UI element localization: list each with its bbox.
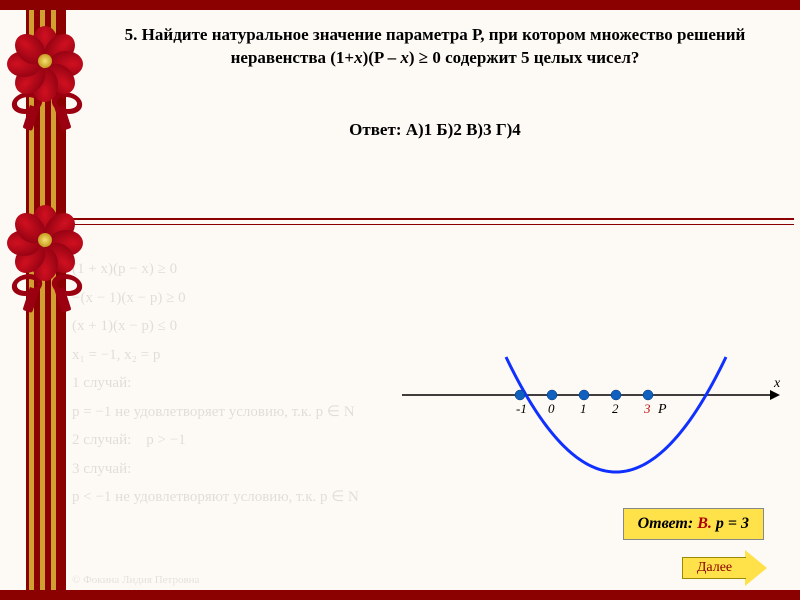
- case2-text: p > −1: [146, 432, 185, 448]
- solution-case-label: 1 случай:: [72, 369, 412, 398]
- solution-line: x₁ = −1, x₂ = p: [72, 341, 412, 370]
- svg-text:1: 1: [580, 401, 587, 416]
- divider-line: [66, 224, 794, 225]
- question-var: x: [354, 48, 363, 67]
- next-button[interactable]: Далее: [682, 550, 772, 586]
- divider-line: [66, 218, 794, 220]
- answer-box: Ответ: В. p = 3: [623, 508, 764, 540]
- bottom-border: [0, 590, 800, 600]
- flower-decoration: [10, 26, 80, 96]
- question-part: ) ≥ 0 содержит 5 целых чисел?: [409, 48, 640, 67]
- solution-steps: (1 + x)(p − x) ≥ 0 −(x − 1)(x − p) ≥ 0 (…: [72, 255, 412, 512]
- parabola-chart: x -1 0 1 2 3P: [402, 250, 782, 480]
- case2-label: 2 случай:: [72, 432, 131, 448]
- question-text: 5. Найдите натуральное значение параметр…: [90, 24, 780, 70]
- question-var: x: [400, 48, 409, 67]
- svg-text:3: 3: [643, 401, 651, 416]
- top-border: [0, 0, 800, 10]
- copyright-text: © Фокина Лидия Петровна: [72, 574, 199, 586]
- solution-line: p = −1 не удовлетворяет условию, т.к. p …: [72, 398, 412, 427]
- svg-text:2: 2: [612, 401, 619, 416]
- answer-value: p = 3: [712, 515, 749, 532]
- svg-text:P: P: [657, 402, 667, 417]
- svg-text:0: 0: [548, 401, 555, 416]
- solution-case-label: 2 случай: p > −1: [72, 426, 412, 455]
- answer-options: Ответ: А)1 Б)2 В)3 Г)4: [90, 120, 780, 140]
- svg-text:-1: -1: [516, 401, 527, 416]
- slide: 5. Найдите натуральное значение параметр…: [0, 0, 800, 600]
- answer-letter: В.: [697, 515, 712, 532]
- next-label: Далее: [682, 557, 746, 579]
- svg-text:x: x: [773, 376, 781, 391]
- solution-line: (1 + x)(p − x) ≥ 0: [72, 255, 412, 284]
- answer-prefix: Ответ:: [638, 515, 698, 532]
- question-part: )(P –: [363, 48, 401, 67]
- solution-line: p < −1 не удовлетворяют условию, т.к. p …: [72, 483, 412, 512]
- solution-line: −(x − 1)(x − p) ≥ 0: [72, 284, 412, 313]
- solution-line: (x + 1)(x − p) ≤ 0: [72, 312, 412, 341]
- solution-case-label: 3 случай:: [72, 455, 412, 484]
- flower-decoration: [10, 205, 80, 275]
